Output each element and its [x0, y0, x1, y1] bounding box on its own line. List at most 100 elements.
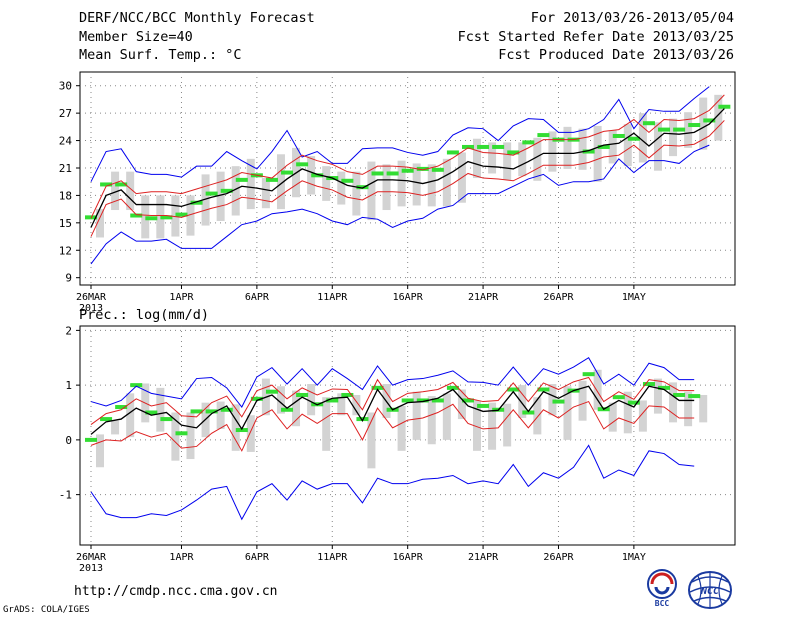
mean-minus-sd-line: [90, 120, 725, 237]
spread-bar: [623, 124, 632, 167]
spread-bar: [201, 174, 210, 226]
green-marker: [522, 140, 535, 145]
spread-bar: [216, 171, 225, 222]
spread-bar: [156, 387, 165, 432]
spread-bar: [442, 158, 451, 207]
green-marker: [627, 400, 640, 405]
x-tick-label: 16APR: [393, 552, 424, 563]
green-marker: [175, 431, 188, 436]
green-marker: [235, 177, 248, 182]
green-marker: [115, 405, 128, 410]
green-marker: [85, 437, 97, 442]
spread-bar: [457, 389, 466, 420]
x-year-label: 2013: [79, 563, 103, 574]
green-marker: [642, 121, 655, 126]
green-marker: [205, 191, 218, 196]
green-marker: [160, 215, 173, 220]
x-tick-label: 11APR: [317, 552, 348, 563]
ensemble-min-line: [90, 144, 710, 265]
green-marker: [431, 398, 444, 403]
green-marker: [627, 136, 640, 141]
green-marker: [371, 171, 384, 176]
x-tick-label: 21APR: [468, 292, 499, 303]
spread-bar: [171, 195, 180, 237]
spread-bar: [593, 125, 602, 182]
mean-minus-sd-line: [90, 400, 695, 452]
spread-bar: [186, 412, 195, 460]
spread-bar: [156, 195, 165, 239]
y-tick-label: 15: [59, 217, 72, 230]
green-marker: [341, 178, 354, 183]
website-url[interactable]: http://cmdp.ncc.cma.gov.cn: [74, 584, 278, 599]
x-tick-label: 11APR: [317, 292, 348, 303]
x-tick-label: 1MAY: [622, 292, 646, 303]
chart-panel-2: -1 0 1 2 26MAR 1APR 6APR 11APR 16APR 21APR 26APR 1M…: [59, 307, 736, 574]
ncc-logo-text: NCC: [700, 586, 719, 597]
green-marker: [507, 150, 520, 155]
x-tick-label: 6APR: [245, 292, 270, 303]
x-tick-label: 26APR: [543, 292, 574, 303]
green-marker: [220, 188, 233, 193]
spread-bar: [397, 405, 406, 451]
green-marker: [130, 383, 143, 388]
spread-bar: [608, 402, 617, 432]
green-marker: [477, 403, 490, 408]
ncc-logo-icon: NCC: [688, 571, 732, 609]
grads-credit: GrADS: COLA/IGES: [3, 605, 90, 615]
green-marker: [145, 410, 158, 415]
green-marker: [401, 398, 414, 403]
spread-bar: [593, 369, 602, 410]
x-tick-label: 26MAR: [76, 292, 107, 303]
green-marker: [296, 162, 309, 167]
green-marker: [341, 392, 354, 397]
spread-bar: [96, 434, 104, 468]
bcc-logo-icon: BCC: [647, 569, 677, 608]
spread-bar: [397, 160, 406, 207]
green-marker: [446, 385, 459, 390]
spread-bar: [533, 397, 542, 435]
spread-bar: [473, 138, 481, 179]
spread-bar: [261, 178, 270, 209]
green-marker: [642, 382, 655, 387]
spread-bar: [96, 209, 104, 238]
green-marker: [100, 417, 113, 422]
green-marker: [612, 395, 625, 400]
green-marker: [281, 170, 294, 175]
chart-panel-1: 9 12 15 18 21 24 27 30 26MAR 1APR 6APR 11APR 16APR 21…: [59, 71, 736, 314]
spread-bar: [427, 164, 436, 207]
spread-bar: [276, 154, 285, 210]
green-marker: [688, 394, 701, 399]
spread-bar: [111, 420, 120, 435]
spread-bar: [276, 386, 285, 414]
ensemble-max-line: [90, 357, 695, 408]
spread-bar: [367, 161, 376, 221]
plot-frame: [79, 71, 736, 286]
spread-bar: [322, 397, 331, 451]
green-marker: [265, 389, 278, 394]
forecast-produced-date: Fcst Produced Date 2013/03/26: [498, 47, 734, 63]
green-marker: [220, 407, 233, 412]
spread-bar: [684, 391, 693, 427]
y-tick-label: 27: [59, 107, 72, 120]
y-tick-label: 0: [65, 434, 72, 447]
spread-bar: [352, 394, 361, 416]
chart-title: DERF/NCC/BCC Monthly Forecast: [79, 10, 315, 26]
ensemble-min-line: [90, 444, 695, 521]
spread-bar: [126, 393, 135, 438]
precip-axis-title: Prec.: log(mm/d): [79, 307, 209, 323]
green-marker: [537, 133, 550, 138]
spread-bar: [638, 400, 647, 432]
green-marker: [401, 168, 414, 173]
spread-bar: [412, 163, 421, 206]
green-marker: [673, 127, 686, 132]
spread-bar: [231, 404, 240, 451]
spread-bar: [578, 128, 587, 170]
spread-bar: [699, 97, 708, 150]
y-tick-label: -1: [59, 489, 72, 502]
y-tick-label: 24: [59, 135, 73, 148]
spread-bar: [352, 171, 361, 216]
green-marker: [446, 150, 459, 155]
green-marker: [130, 213, 143, 218]
green-marker: [522, 410, 535, 415]
spread-bar: [292, 390, 301, 427]
